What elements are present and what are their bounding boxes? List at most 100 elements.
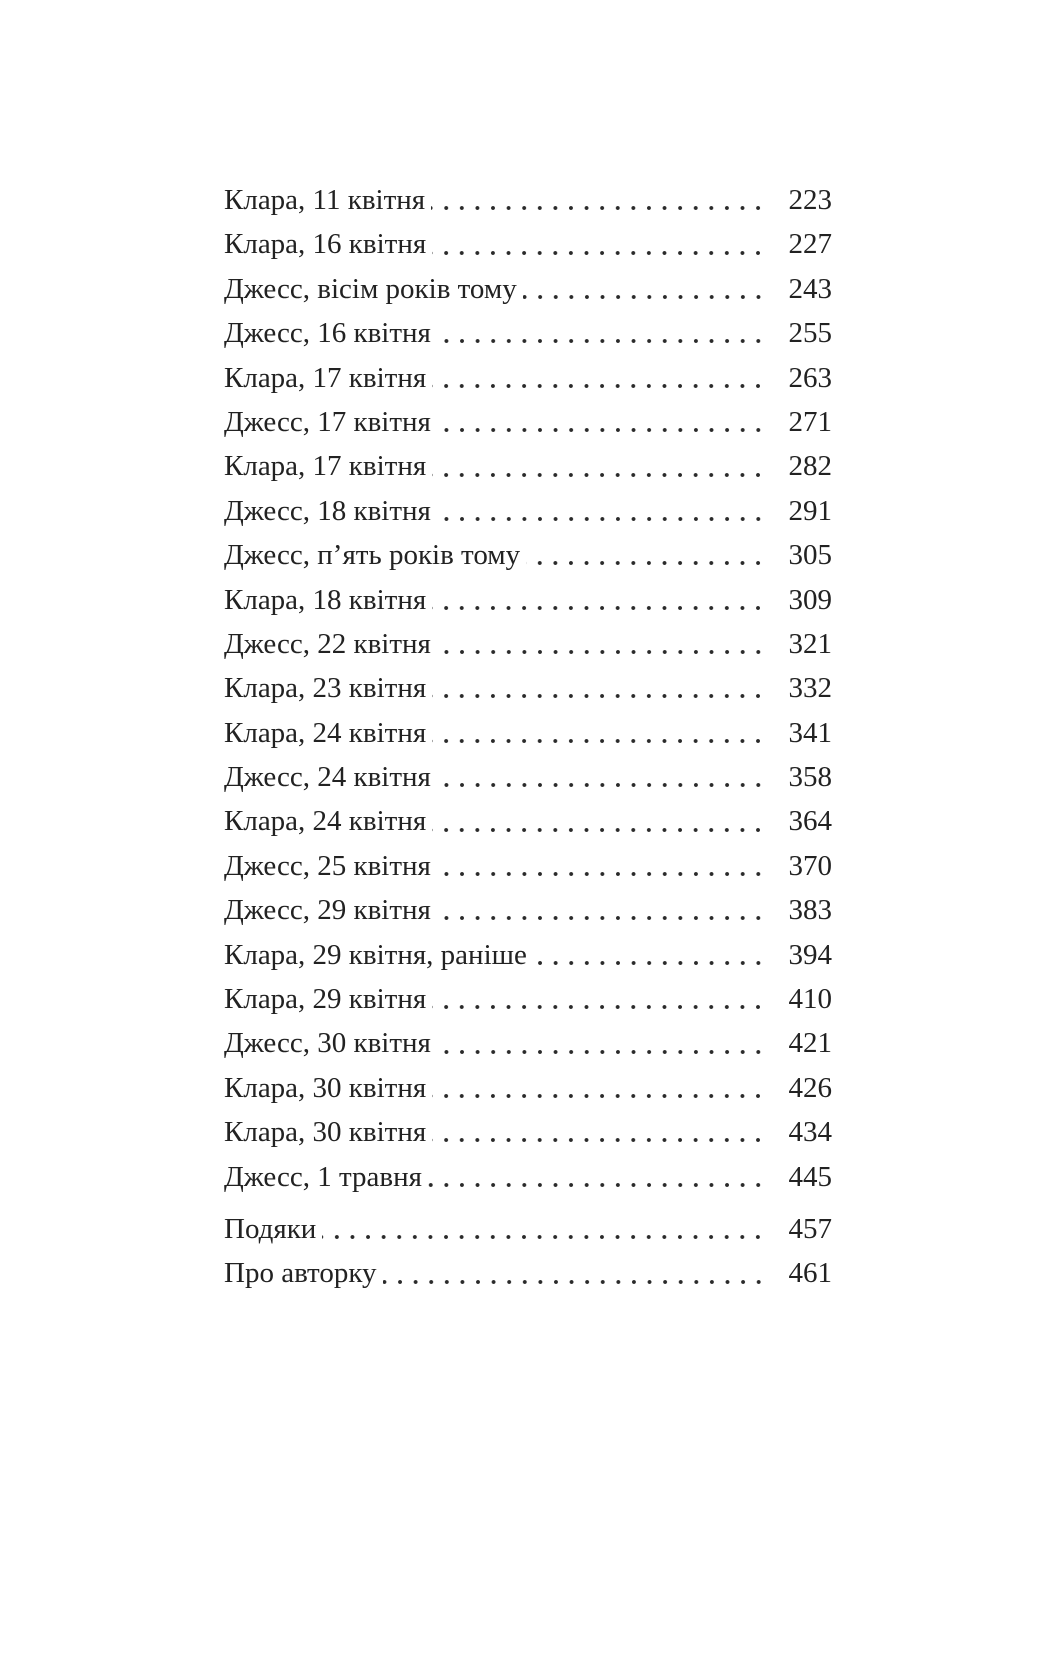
toc-entry-title: Клара, 29 квітня [224,983,427,1016]
toc-entry-title: Джесс, 17 квітня [224,405,431,438]
toc-entry-page-number: 457 [788,1212,833,1245]
toc-entry-title: Клара, 17 квітня [224,361,427,394]
toc-entry-title: Клара, 30 квітня [224,1116,427,1149]
dot-leader [526,559,766,568]
dot-leader [322,1233,766,1242]
toc-entry-page-number: 426 [788,1071,833,1104]
toc-entry: Подяки 457 [224,1207,832,1251]
toc-entry-title: Клара, 23 квітня [224,672,427,705]
toc-entry: Клара, 23 квітня 332 [224,666,832,710]
toc-entry-page-number: 282 [788,450,833,483]
toc-entry-title: Клара, 11 квітня [224,184,426,216]
dot-leader [436,781,766,790]
dot-leader [432,381,766,390]
dot-leader [432,603,766,612]
toc-entry-page-number: 461 [788,1257,833,1290]
toc-entry: Клара, 17 квітня 282 [224,444,832,488]
toc-entry-title: Джесс, 29 квітня [224,894,431,927]
toc-entry: Джесс, 29 квітня 383 [224,888,832,932]
dot-leader [436,870,766,879]
toc-entry-page-number: 255 [788,317,833,350]
toc-entry-title: Клара, 16 квітня [224,228,427,261]
toc-entry-page-number: 291 [788,494,833,527]
toc-entry-page-number: 227 [788,228,833,261]
dot-leader [436,1047,766,1056]
dot-leader [436,426,766,435]
toc-entry-title: Джесс, 18 квітня [224,494,431,527]
toc-entry-page-number: 223 [788,184,833,216]
dot-leader [532,958,766,967]
dot-leader [432,470,766,479]
toc-entry-title: Джесс, п’ять років тому [224,539,521,572]
toc-entry-page-number: 305 [788,539,833,572]
toc-entry: Джесс, п’ять років тому 305 [224,533,832,577]
toc-entry: Джесс, 22 квітня 321 [224,622,832,666]
toc-entry-title: Джесс, вісім років тому [224,272,517,305]
dot-leader [522,292,766,301]
toc-entry: Джесс, вісім років тому 243 [224,267,832,311]
toc-entry: Клара, 29 квітня, раніше 394 [224,933,832,977]
toc-entry-page-number: 410 [788,983,833,1016]
toc-entry: Клара, 24 квітня 341 [224,711,832,755]
table-of-contents: Клара, 11 квітня 223 Клара, 16 квітня 227 Дж… [224,178,832,1296]
toc-entry-title: Клара, 24 квітня [224,805,427,838]
toc-entry: Джесс, 30 квітня 421 [224,1021,832,1065]
dot-leader [436,914,766,923]
toc-entry-title: Джесс, 22 квітня [224,627,431,660]
toc-entry-title: Джесс, 25 квітня [224,849,431,882]
dot-leader [427,1180,766,1189]
dot-leader [436,648,766,657]
toc-entry: Клара, 17 квітня 263 [224,356,832,400]
toc-entry-title: Про авторку [224,1257,377,1290]
toc-entry-page-number: 421 [788,1027,833,1060]
toc-entry-page-number: 263 [788,361,833,394]
dot-leader [432,1136,766,1145]
toc-entry: Клара, 30 квітня 434 [224,1110,832,1154]
toc-entry-page-number: 383 [788,894,833,927]
toc-entry: Джесс, 17 квітня 271 [224,400,832,444]
toc-entry-page-number: 271 [788,405,833,438]
toc-entry-page-number: 309 [788,583,833,616]
toc-entry-page-number: 364 [788,805,833,838]
toc-entry-page-number: 243 [788,272,833,305]
toc-entry: Клара, 30 квітня 426 [224,1066,832,1110]
toc-entry: Джесс, 1 травня 445 [224,1155,832,1199]
toc-entry-title: Джесс, 16 квітня [224,317,431,350]
toc-entry-title: Клара, 30 квітня [224,1071,427,1104]
toc-entry-title: Клара, 24 квітня [224,716,427,749]
toc-entry: Джесс, 25 квітня 370 [224,844,832,888]
toc-entry-page-number: 445 [788,1160,833,1193]
toc-entry-page-number: 321 [788,627,833,660]
toc-entry-title: Джесс, 30 квітня [224,1027,431,1060]
toc-entry-title: Джесс, 24 квітня [224,761,431,794]
toc-entry-page-number: 434 [788,1116,833,1149]
dot-leader [431,204,766,213]
dot-leader [432,1003,766,1012]
toc-entry-page-number: 394 [788,938,833,971]
toc-entry-title: Клара, 17 квітня [224,450,427,483]
toc-entry-page-number: 358 [788,761,833,794]
toc-entry: Про авторку 461 [224,1251,832,1295]
dot-leader [432,825,766,834]
dot-leader [432,736,766,745]
toc-entry: Джесс, 18 квітня 291 [224,489,832,533]
dot-leader [432,692,766,701]
dot-leader [436,337,766,346]
toc-entry-page-number: 341 [788,716,833,749]
dot-leader [432,1092,766,1100]
toc-entry: Джесс, 24 квітня 358 [224,755,832,799]
toc-entry-page-number: 332 [788,672,833,705]
toc-entry: Джесс, 16 квітня 255 [224,311,832,355]
toc-entry-title: Клара, 18 квітня [224,583,427,616]
toc-entry-title: Клара, 29 квітня, раніше [224,938,527,971]
dot-leader [382,1277,766,1286]
dot-leader [432,248,766,257]
dot-leader [436,514,766,523]
toc-entry: Клара, 16 квітня 227 [224,222,832,266]
toc-entry: Клара, 29 квітня 410 [224,977,832,1021]
toc-entry: Клара, 24 квітня 364 [224,799,832,843]
toc-entry-title: Подяки [224,1212,317,1245]
toc-entry-page-number: 370 [788,849,833,882]
toc-entry-title: Джесс, 1 травня [224,1160,422,1193]
toc-entry: Клара, 18 квітня 309 [224,578,832,622]
